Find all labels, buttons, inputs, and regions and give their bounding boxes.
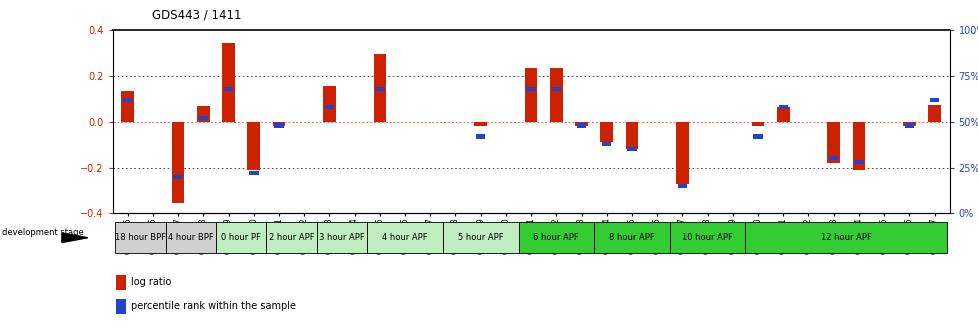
Bar bbox=[751, 122, 764, 126]
Bar bbox=[752, 134, 762, 138]
Text: 0 hour PF: 0 hour PF bbox=[221, 233, 261, 242]
Bar bbox=[325, 105, 333, 109]
Bar bbox=[367, 222, 442, 253]
Bar bbox=[475, 134, 485, 138]
Bar bbox=[625, 122, 638, 149]
Bar bbox=[575, 122, 587, 126]
Bar bbox=[123, 98, 132, 102]
Text: development stage: development stage bbox=[2, 228, 84, 238]
Bar bbox=[828, 156, 837, 161]
Bar bbox=[274, 123, 284, 128]
Bar bbox=[576, 123, 586, 128]
Bar bbox=[442, 222, 518, 253]
Text: 12 hour APF: 12 hour APF bbox=[820, 233, 870, 242]
Bar bbox=[115, 222, 165, 253]
Bar bbox=[601, 142, 611, 146]
Bar bbox=[199, 116, 208, 120]
Bar bbox=[121, 91, 134, 122]
Bar bbox=[375, 87, 384, 91]
Text: 3 hour APF: 3 hour APF bbox=[319, 233, 365, 242]
Text: GDS443 / 1411: GDS443 / 1411 bbox=[152, 8, 241, 22]
Bar bbox=[173, 175, 183, 179]
Bar bbox=[929, 98, 938, 102]
Bar bbox=[518, 222, 594, 253]
Bar bbox=[224, 87, 233, 91]
Bar bbox=[627, 147, 636, 151]
Bar bbox=[778, 105, 787, 109]
Text: log ratio: log ratio bbox=[131, 277, 171, 287]
Polygon shape bbox=[62, 233, 88, 243]
Bar bbox=[172, 122, 184, 203]
Bar bbox=[853, 160, 863, 164]
Bar bbox=[669, 222, 744, 253]
Text: 6 hour APF: 6 hour APF bbox=[533, 233, 579, 242]
Bar bbox=[852, 122, 865, 170]
Bar bbox=[524, 68, 537, 122]
Bar bbox=[902, 122, 914, 126]
Bar bbox=[247, 122, 260, 170]
Text: 4 hour BPF: 4 hour BPF bbox=[167, 233, 213, 242]
Bar bbox=[266, 222, 317, 253]
Text: 8 hour APF: 8 hour APF bbox=[608, 233, 654, 242]
Bar bbox=[115, 275, 126, 290]
Bar bbox=[323, 86, 335, 122]
Bar bbox=[744, 222, 946, 253]
Bar bbox=[777, 107, 788, 122]
Bar bbox=[904, 123, 913, 128]
Bar bbox=[551, 87, 560, 91]
Text: 2 hour APF: 2 hour APF bbox=[269, 233, 314, 242]
Bar bbox=[826, 122, 839, 163]
Text: 10 hour APF: 10 hour APF bbox=[682, 233, 733, 242]
Text: 4 hour APF: 4 hour APF bbox=[381, 233, 427, 242]
Bar bbox=[317, 222, 367, 253]
Bar bbox=[526, 87, 535, 91]
Bar bbox=[216, 222, 266, 253]
Bar bbox=[165, 222, 216, 253]
Text: 5 hour APF: 5 hour APF bbox=[458, 233, 503, 242]
Bar bbox=[676, 122, 688, 183]
Bar bbox=[594, 222, 669, 253]
Bar bbox=[550, 68, 562, 122]
Text: 18 hour BPF: 18 hour BPF bbox=[114, 233, 165, 242]
Bar bbox=[374, 54, 385, 122]
Bar bbox=[222, 43, 235, 122]
Bar bbox=[600, 122, 612, 142]
Text: percentile rank within the sample: percentile rank within the sample bbox=[131, 301, 296, 311]
Bar bbox=[248, 171, 258, 175]
Bar bbox=[927, 104, 940, 122]
Bar bbox=[115, 299, 126, 314]
Bar bbox=[197, 106, 209, 122]
Bar bbox=[474, 122, 486, 126]
Bar bbox=[677, 184, 687, 188]
Bar bbox=[273, 122, 285, 126]
